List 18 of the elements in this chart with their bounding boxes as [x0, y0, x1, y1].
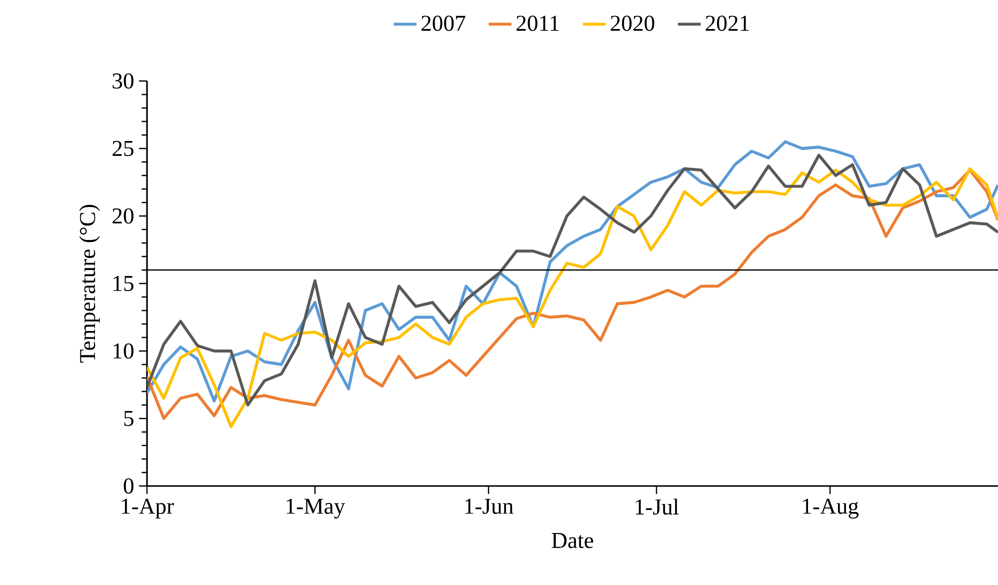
x-tick-label: 1-Jul: [636, 498, 679, 515]
legend-label: 2020: [610, 16, 654, 31]
y-tick-label: 20: [112, 208, 134, 224]
y-tick-label: 15: [114, 276, 134, 292]
y-tick-label: 30: [112, 73, 134, 89]
y-tick-label: 25: [112, 140, 134, 156]
y-axis-title: Temperature (°C): [79, 204, 100, 363]
x-tick-label: 1-Aug: [803, 498, 859, 519]
legend-label: 2007: [422, 16, 466, 31]
legend-label: 2021: [706, 16, 749, 31]
x-tick-label: 1-Apr: [122, 498, 174, 519]
x-axis-title: Date: [552, 533, 594, 548]
x-tick-label: 1-Jun: [465, 498, 514, 514]
y-tick-label: 5: [124, 410, 134, 426]
legend-label: 2011: [516, 16, 559, 31]
x-tick-label: 1-May: [286, 498, 346, 519]
y-tick-label: 0: [124, 478, 134, 494]
y-tick-label: 10: [114, 343, 134, 359]
